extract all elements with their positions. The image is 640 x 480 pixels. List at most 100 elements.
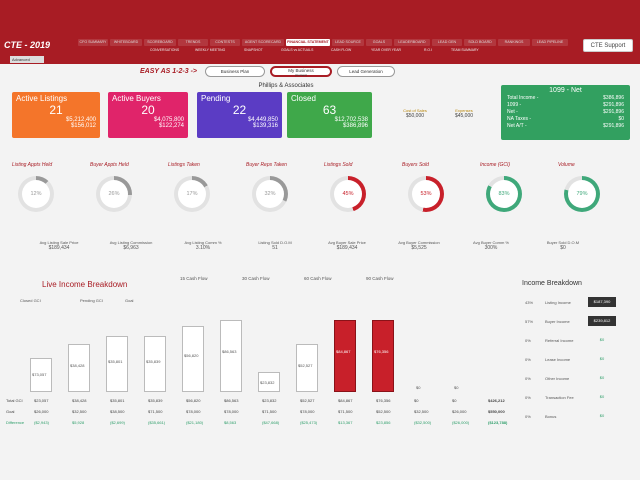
goal-title: Income (GCI) bbox=[480, 162, 511, 168]
row-cell: $78,000 bbox=[224, 409, 239, 414]
row-cell: $35,839 bbox=[148, 398, 163, 403]
tab-trends[interactable]: TRENDS bbox=[178, 39, 208, 46]
month-bar[interactable]: $84,867 bbox=[334, 320, 356, 392]
kpi-volume: $4,075,800 bbox=[153, 117, 184, 123]
breakdown-value: $239,812 bbox=[588, 316, 616, 326]
breakdown-value: $0 bbox=[599, 413, 605, 418]
net-row-value: $291,896 bbox=[603, 123, 624, 129]
tab-whiteboard[interactable]: WHITEBOARD bbox=[110, 39, 142, 46]
breakdown-pct: 0% bbox=[525, 376, 531, 381]
month-bar[interactable]: $35,839 bbox=[144, 336, 166, 392]
business-plan-pill[interactable]: Business Plan bbox=[205, 66, 265, 77]
goal-gauge: 26% bbox=[96, 176, 132, 212]
view-dropdown[interactable]: Advanced bbox=[10, 56, 44, 63]
goal-gauge: 32% bbox=[252, 176, 288, 212]
tab-leaderboard[interactable]: LEADERBOARD bbox=[394, 39, 430, 46]
net-row-value: $0 bbox=[618, 116, 624, 122]
row-label: Total GCI bbox=[6, 398, 23, 403]
firm-name: Phillips & Associates bbox=[258, 83, 314, 89]
goal-gauge: 12% bbox=[18, 176, 54, 212]
expenses-label: Expenses bbox=[455, 108, 473, 113]
subtab-6[interactable]: R.O.I bbox=[424, 48, 432, 52]
net-row-label: 1099 - bbox=[507, 102, 522, 108]
row-cell: $52,527 bbox=[300, 398, 315, 403]
stat-value: $5,525 bbox=[411, 245, 427, 251]
bar-value: $0 bbox=[416, 385, 421, 390]
subtab-7[interactable]: TEAM SUMMARY bbox=[451, 48, 479, 52]
support-button[interactable]: CTE Support bbox=[583, 39, 633, 52]
net-title: 1099 - Net bbox=[549, 87, 582, 94]
row-cell: $71,500 bbox=[338, 409, 353, 414]
subtab-5[interactable]: YEAR OVER YEAR bbox=[371, 48, 401, 52]
kpi-card-3[interactable]: Closed 63 $12,702,538 $386,896 bbox=[287, 92, 372, 138]
tab-sold-board[interactable]: SOLD BOARD bbox=[464, 39, 496, 46]
row-cell: $23,832 bbox=[262, 398, 277, 403]
row-cell: $26,000 bbox=[452, 409, 467, 414]
net-row-label: NA Taxes - bbox=[507, 116, 532, 122]
row-cell: $86,563 bbox=[224, 398, 239, 403]
net-card: 1099 - Net Total Income - $386,896 1099 - $… bbox=[501, 85, 630, 140]
row-cell: ($35,661) bbox=[148, 420, 166, 425]
row-cell: $38,500 bbox=[110, 409, 125, 414]
net-row: Total Income - $386,896 bbox=[507, 95, 624, 101]
tab-agent-scorecard[interactable]: AGENT SCORECARD bbox=[242, 39, 284, 46]
month-bar[interactable]: $73,057 bbox=[30, 358, 52, 392]
tab-contests[interactable]: CONTESTS bbox=[210, 39, 240, 46]
kpi-card-2[interactable]: Pending 22 $4,449,850 $139,316 bbox=[197, 92, 282, 138]
breakdown-value: $187,390 bbox=[588, 297, 616, 307]
tab-scoreboard[interactable]: SCOREBOARD bbox=[144, 39, 176, 46]
goal-title: Listings Taken bbox=[168, 162, 200, 168]
month-bar[interactable]: $56,820 bbox=[182, 326, 204, 392]
row-label: Goal bbox=[6, 409, 15, 414]
my-business-pill[interactable]: My Business (Current) bbox=[270, 66, 332, 77]
month-bar[interactable]: $76,356 bbox=[372, 320, 394, 392]
tab-lead-gen[interactable]: LEAD GEN bbox=[432, 39, 462, 46]
breakdown-pct: 0% bbox=[525, 338, 531, 343]
kpi-count: 63 bbox=[322, 103, 337, 117]
month-bar[interactable]: $23,832 bbox=[258, 372, 280, 392]
kpi-card-0[interactable]: Active Listings 21 $5,212,400 $156,012 bbox=[12, 92, 100, 138]
subtab-0[interactable]: CONVERSATIONS bbox=[150, 48, 180, 52]
kpi-count: 22 bbox=[232, 103, 247, 117]
subtab-4[interactable]: CASH FLOW bbox=[331, 48, 352, 52]
expenses-value: $45,000 bbox=[454, 113, 474, 119]
subtab-3[interactable]: GOALS vs ACTUALS bbox=[281, 48, 314, 52]
stat-box: Buyer Sold D.O.M $0 bbox=[532, 240, 594, 254]
lead-generation-pill[interactable]: Lead Generation bbox=[337, 66, 395, 77]
breakdown-pct: 0% bbox=[525, 357, 531, 362]
month-bar[interactable]: $86,563 bbox=[220, 320, 242, 392]
tab-financial-statement[interactable]: FINANCIAL STATEMENT bbox=[286, 39, 330, 46]
net-row-value: $386,896 bbox=[603, 95, 624, 101]
kpi-count: 21 bbox=[49, 103, 63, 117]
app-title: CTE - 2019 bbox=[4, 40, 51, 50]
tab-lead-pipeline[interactable]: LEAD PIPELINE bbox=[532, 39, 568, 46]
tab-lead-source[interactable]: LEAD SOURCE bbox=[332, 39, 364, 46]
bar-value: $56,820 bbox=[184, 352, 199, 358]
row-cell: ($26,000) bbox=[452, 420, 470, 425]
month-bar[interactable]: $35,801 bbox=[106, 336, 128, 392]
goal-pct: 12% bbox=[22, 180, 50, 208]
month-bar[interactable]: $52,527 bbox=[296, 344, 318, 392]
stat-label: Avg Buyer Sale Price bbox=[328, 240, 366, 245]
goal-title: Listing Appts Held bbox=[12, 162, 53, 168]
bar-value: $73,057 bbox=[32, 372, 47, 378]
row-cell: $78,000 bbox=[186, 409, 201, 414]
goal-pct: 79% bbox=[568, 180, 596, 208]
subtab-1[interactable]: WEEKLY MEETING bbox=[195, 48, 226, 52]
tab-rankings[interactable]: RANKINGS bbox=[498, 39, 530, 46]
kpi-card-1[interactable]: Active Buyers 20 $4,075,800 $122,274 bbox=[108, 92, 188, 138]
stat-value: $189,434 bbox=[48, 245, 70, 251]
subtab-2[interactable]: SNAPSHOT bbox=[244, 48, 263, 52]
breakdown-label: Referral Income bbox=[545, 338, 574, 343]
cost-of-sales: Cost of Sales $50,000 bbox=[395, 108, 435, 119]
stat-label: Avg Buyer Comm % bbox=[473, 240, 509, 245]
month-bar[interactable]: $38,428 bbox=[68, 344, 90, 392]
breakdown-title: Income Breakdown bbox=[522, 280, 582, 287]
kpi-volume: $5,212,400 bbox=[65, 117, 96, 123]
kpi-gci: $139,316 bbox=[252, 123, 278, 129]
row-cell: $52,500 bbox=[376, 409, 391, 414]
tab-goals[interactable]: GOALS bbox=[366, 39, 392, 46]
tab-cfo-summary[interactable]: CFO SUMMARY bbox=[78, 39, 108, 46]
row-total: $550,000 bbox=[488, 409, 505, 414]
breakdown-value: $0 bbox=[599, 375, 605, 380]
